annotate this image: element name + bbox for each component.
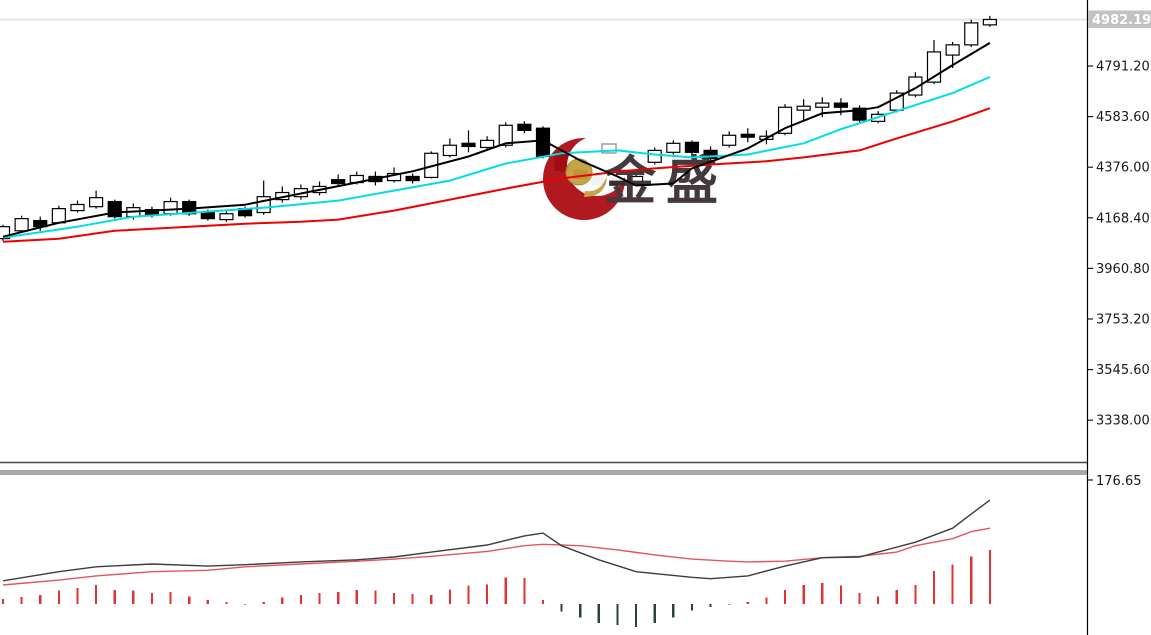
- macd-dif-line: [2, 499, 991, 582]
- candle: [405, 175, 420, 182]
- current-price-badge-text: 4982.19: [1092, 13, 1151, 28]
- candle: [852, 107, 867, 121]
- price-axis-label: 3753.20: [1096, 312, 1150, 327]
- candle: [70, 203, 85, 212]
- indicator-axis-label: 176.65: [1096, 474, 1142, 489]
- candle: [517, 123, 532, 131]
- watermark-text: 金盛: [603, 152, 728, 212]
- candle: [14, 218, 29, 232]
- candle: [461, 142, 476, 148]
- candle: [833, 102, 849, 108]
- price-axis-label: 4583.60: [1096, 110, 1150, 125]
- main-chart-panel[interactable]: [0, 0, 1087, 462]
- price-axis-label: 4168.40: [1096, 211, 1150, 226]
- candle: [740, 133, 755, 138]
- price-axis-label: 4791.20: [1096, 60, 1150, 75]
- candle: [647, 149, 662, 163]
- indicator-panel[interactable]: [0, 476, 1087, 635]
- panel-divider[interactable]: [0, 470, 1087, 475]
- watermark-gold-leaf-icon: [584, 176, 607, 197]
- candle: [628, 175, 644, 185]
- candle: [964, 22, 979, 46]
- ma-fast-line: [2, 42, 991, 238]
- ma-slow-line: [2, 107, 991, 243]
- price-axis-label: 4376.00: [1096, 161, 1150, 176]
- candle: [722, 134, 737, 146]
- macd-dea-line: [2, 527, 991, 586]
- candle: [703, 149, 718, 160]
- candle: [498, 124, 513, 146]
- candle: [815, 102, 830, 108]
- price-axis[interactable]: [1087, 0, 1151, 635]
- candle: [666, 142, 681, 153]
- candle: [88, 197, 104, 208]
- candle: [796, 105, 811, 111]
- candle: [0, 226, 11, 240]
- candle: [684, 141, 700, 153]
- candle: [331, 179, 346, 185]
- price-axis-label: 3338.00: [1096, 414, 1150, 429]
- ma-mid-line: [2, 76, 991, 239]
- candle: [945, 44, 960, 56]
- price-axis-label: 3960.80: [1096, 262, 1150, 277]
- candle: [480, 139, 495, 149]
- watermark: 金盛: [543, 136, 728, 220]
- watermark-box: [601, 143, 617, 154]
- candle: [982, 18, 997, 26]
- price-axis-label: 3545.60: [1096, 363, 1150, 378]
- candle: [442, 144, 457, 157]
- current-price-badge: [1088, 10, 1151, 28]
- candle: [219, 213, 234, 221]
